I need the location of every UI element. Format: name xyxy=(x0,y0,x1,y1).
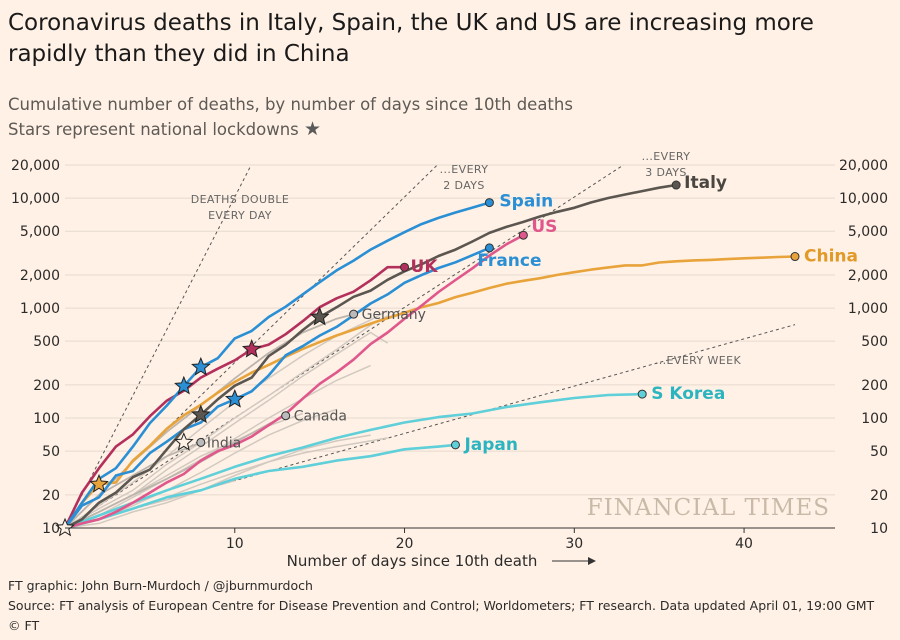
y-tick-label-right: 200 xyxy=(861,378,888,394)
series-label-uk: UK xyxy=(411,257,439,277)
y-tick-label-left: 20,000 xyxy=(11,158,60,174)
lockdown-star-italy xyxy=(191,404,211,424)
lockdown-star-spain xyxy=(191,356,211,376)
subtitle-line-2: Stars represent national lockdowns ★ xyxy=(8,117,573,142)
series-line-italy xyxy=(64,183,677,530)
y-tick-label-right: 50 xyxy=(870,444,888,460)
y-tick-label-left: 2,000 xyxy=(20,268,60,284)
guide-label: 3 DAYS xyxy=(645,166,687,179)
series-label-us: US xyxy=(531,217,557,237)
series-line-japan xyxy=(64,443,456,530)
chart-subtitle: Cumulative number of deaths, by number o… xyxy=(8,93,573,142)
y-tick-label-left: 10 xyxy=(42,521,60,537)
x-tick-label: 30 xyxy=(565,536,583,552)
y-tick-label-right: 2,000 xyxy=(848,268,888,284)
y-tick-label-right: 20,000 xyxy=(839,158,888,174)
background-series-line xyxy=(64,434,371,529)
axes: 10 10 20 20 50 50 100 100 200 200 500 500 1,000 1,000… xyxy=(11,158,888,570)
series-label-france: France xyxy=(477,251,541,271)
guide-label: 2 DAYS xyxy=(443,179,485,192)
subtitle-line-2-text: Stars represent national lockdowns xyxy=(8,120,299,139)
series-endpoint-us xyxy=(518,230,528,240)
y-tick-label-right: 5,000 xyxy=(848,224,888,240)
guide-label: EVERY DAY xyxy=(208,209,272,222)
series-endpoint-uk xyxy=(400,262,410,272)
footer-copyright: © FT xyxy=(8,618,40,633)
y-tick-label-right: 100 xyxy=(861,411,888,427)
series-endpoint-china xyxy=(790,252,800,262)
lockdown-star-china xyxy=(89,473,109,493)
series-label-germany: Germany xyxy=(362,307,426,323)
y-tick-label-left: 500 xyxy=(33,334,60,350)
x-tick-label: 40 xyxy=(735,536,753,552)
lockdown-star-india xyxy=(174,432,194,451)
gridlines xyxy=(65,164,835,529)
y-tick-label-right: 1,000 xyxy=(848,301,888,317)
background-series-line xyxy=(64,315,388,529)
series-endpoint-spain xyxy=(484,198,494,208)
y-tick-label-left: 200 xyxy=(33,378,60,394)
series-marks: Spain Italy UK US France China S Korea Japan Ger… xyxy=(55,173,858,537)
series-endpoint-italy xyxy=(671,180,681,190)
chart-title: Coronavirus deaths in Italy, Spain, the … xyxy=(8,10,814,67)
series-endpoint-japan xyxy=(450,440,460,450)
series-line-uk xyxy=(63,265,405,529)
star-icon: ★ xyxy=(304,118,322,140)
lockdown-star-spain xyxy=(174,375,194,395)
lockdown-star-france xyxy=(224,388,245,408)
series-line-india xyxy=(64,441,202,529)
x-tick-label: 10 xyxy=(226,536,244,552)
y-tick-label-right: 10,000 xyxy=(839,191,888,207)
series-endpoint-india xyxy=(196,437,206,447)
y-tick-label-left: 5,000 xyxy=(20,224,60,240)
series-line-s-korea xyxy=(64,392,643,530)
series-line-us xyxy=(64,234,525,530)
watermark: FINANCIAL TIMES xyxy=(587,495,830,521)
lockdown-star-uk xyxy=(241,338,262,358)
y-tick-label-left: 20 xyxy=(42,488,60,504)
lockdown-star-origin xyxy=(55,517,75,537)
guide-line xyxy=(64,164,252,529)
x-tick-label: 20 xyxy=(396,536,414,552)
y-tick-label-left: 50 xyxy=(42,444,60,460)
y-tick-label-right: 20 xyxy=(870,488,888,504)
y-tick-label-left: 1,000 xyxy=(20,301,60,317)
series-label-s-korea: S Korea xyxy=(651,384,725,404)
series-endpoint-france xyxy=(484,243,494,253)
series-line-spain xyxy=(63,201,490,529)
series-label-china: China xyxy=(804,247,858,267)
series-line-canada xyxy=(64,414,287,529)
guide-label: ...EVERY xyxy=(642,150,691,163)
series-label-italy: Italy xyxy=(684,173,727,193)
guide-label: ...EVERY WEEK xyxy=(655,354,742,367)
x-axis-arrow-head xyxy=(588,557,596,565)
series-line-france xyxy=(63,246,490,529)
series-label-japan: Japan xyxy=(463,435,518,455)
series-endpoint-canada xyxy=(281,411,291,421)
y-tick-label-right: 10 xyxy=(870,521,888,537)
series-line-china xyxy=(63,255,796,529)
x-axis-label: Number of days since 10th death xyxy=(287,552,538,570)
subtitle-line-1: Cumulative number of deaths, by number o… xyxy=(8,95,573,114)
y-tick-label-left: 100 xyxy=(33,411,60,427)
series-endpoint-s-korea xyxy=(637,389,647,399)
footer-source: Source: FT analysis of European Centre f… xyxy=(8,598,875,613)
series-label-canada: Canada xyxy=(294,409,347,425)
series-lines xyxy=(63,183,796,530)
series-endpoint-germany xyxy=(349,309,359,319)
lockdown-star-italy xyxy=(309,306,330,326)
series-label-india: India xyxy=(207,435,241,451)
background-series-line xyxy=(64,331,388,529)
y-tick-label-left: 10,000 xyxy=(11,191,60,207)
guide-label: DEATHS DOUBLE xyxy=(191,193,290,206)
series-label-spain: Spain xyxy=(499,192,553,212)
guide-label: ...EVERY xyxy=(440,163,489,176)
footer-credit: FT graphic: John Burn-Murdoch / @jburnmu… xyxy=(8,578,313,593)
y-tick-label-right: 500 xyxy=(861,334,888,350)
